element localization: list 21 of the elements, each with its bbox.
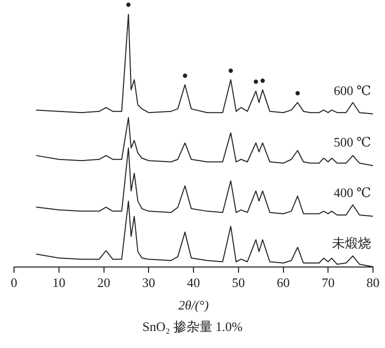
- x-tick-label: 10: [52, 275, 66, 290]
- x-tick-label: 70: [322, 275, 335, 290]
- x-tick-label: 50: [232, 275, 245, 290]
- x-tick-label: 20: [97, 275, 110, 290]
- series-label: 600 ℃: [334, 82, 371, 98]
- annotation: ●: [125, 0, 132, 11]
- x-tick-label: 30: [142, 275, 156, 290]
- annotation: ●: [260, 75, 266, 86]
- annotation: ●: [182, 70, 188, 82]
- annotation: ●: [228, 65, 234, 76]
- x-axis-title: 2θ/(°): [178, 298, 209, 313]
- annotation: ●: [252, 76, 259, 88]
- series-label: 未煅烧: [332, 236, 371, 251]
- annotation: ●: [294, 88, 301, 100]
- x-tick-label: 60: [276, 275, 290, 290]
- text: SnO₂ 掺杂量 1.0%: [141, 318, 244, 336]
- x-tick-label: 40: [187, 275, 200, 290]
- x-tick-label: 80: [366, 275, 380, 290]
- x-tick-label: 0: [10, 275, 18, 290]
- series-label: 500 ℃: [334, 134, 371, 150]
- series-label: 400 ℃: [334, 185, 371, 200]
